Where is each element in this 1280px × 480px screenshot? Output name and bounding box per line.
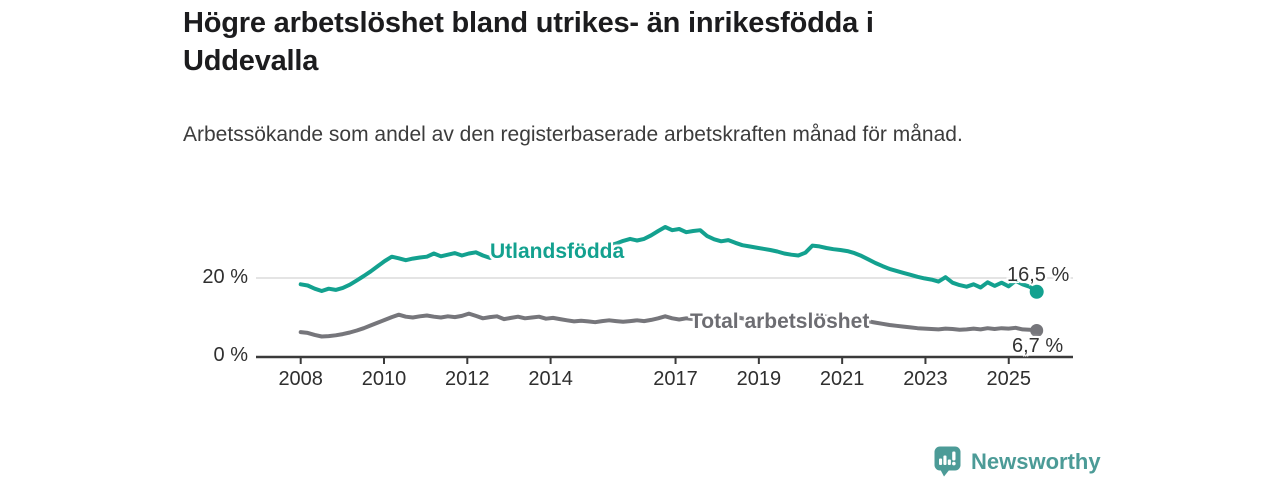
x-tick-label-2021: 2021 xyxy=(819,368,865,390)
x-tick-label-2017: 2017 xyxy=(653,368,698,390)
x-tick-label-2025: 2025 xyxy=(986,368,1032,390)
brand-name: Newsworthy xyxy=(971,448,1101,474)
chart-title: Högre arbetslöshet bland utrikes- än inr… xyxy=(183,7,874,77)
x-tick-label-2010: 2010 xyxy=(361,368,407,390)
series-end-dot-0 xyxy=(1029,284,1044,299)
series-line-1 xyxy=(298,311,1039,339)
series-label-total: Total arbetslöshet xyxy=(690,310,870,333)
series-line-0 xyxy=(298,225,1039,294)
y-tick-label-0: 0 % xyxy=(213,344,248,366)
newsworthy-logo-icon xyxy=(934,446,961,477)
x-tick-label-2023: 2023 xyxy=(903,368,948,390)
end-value-label-utlandsfodda: 16,5 % xyxy=(1007,264,1070,286)
x-tick-label-2019: 2019 xyxy=(736,368,782,390)
chart-subtitle: Arbetssökande som andel av den registerb… xyxy=(183,123,963,146)
end-value-label-total: 6,7 % xyxy=(1012,335,1064,357)
x-tick-label-2008: 2008 xyxy=(278,368,323,390)
x-tick-label-2012: 2012 xyxy=(445,368,490,390)
series-label-utlandsfodda: Utlandsfödda xyxy=(490,240,625,263)
y-tick-label-20: 20 % xyxy=(202,266,248,288)
brand-footer: Newsworthy xyxy=(934,446,1101,477)
x-tick-label-2014: 2014 xyxy=(528,368,573,390)
series-end-dot-1 xyxy=(1030,324,1044,337)
